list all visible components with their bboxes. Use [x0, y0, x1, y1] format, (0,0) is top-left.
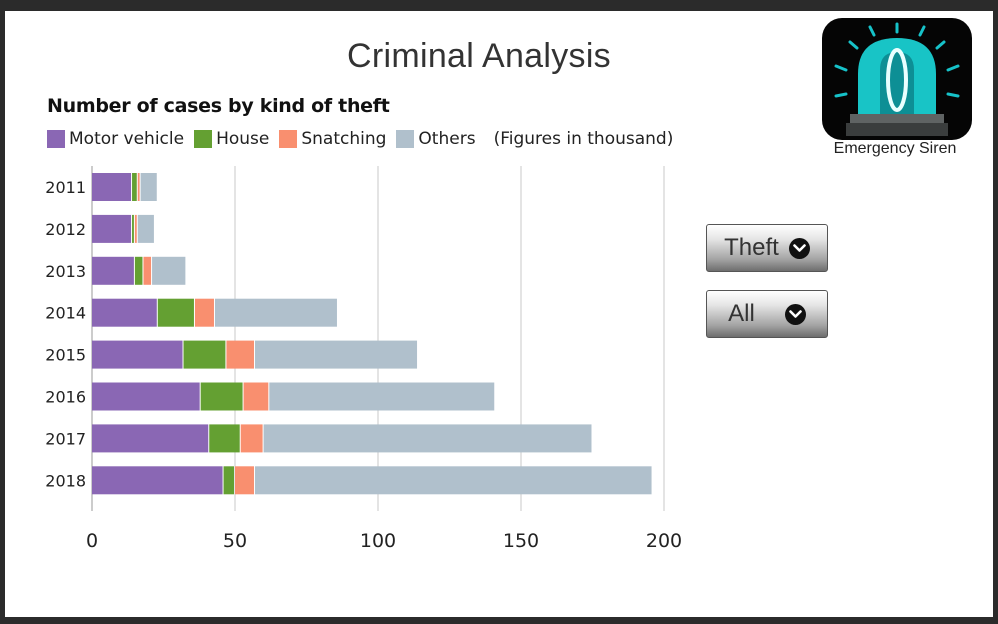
bar-segment — [194, 298, 214, 327]
bar-segment — [255, 340, 418, 369]
bar-segment — [92, 256, 134, 285]
legend-label: House — [216, 129, 270, 149]
bar-segment — [226, 340, 255, 369]
bar-segment — [92, 340, 183, 369]
emergency-siren-icon[interactable] — [822, 18, 972, 140]
legend-swatch — [47, 130, 65, 148]
x-tick-label: 200 — [646, 530, 682, 552]
bar-segment — [200, 382, 243, 411]
category-label: 2016 — [45, 388, 86, 407]
dropdown-value: Theft — [724, 234, 779, 261]
legend-item-motor-vehicle: Motor vehicle — [47, 129, 184, 149]
legend-item-house: House — [194, 129, 269, 149]
bar-segment — [240, 424, 263, 453]
bar-segment — [183, 340, 226, 369]
bar-segment — [269, 382, 495, 411]
category-label: 2011 — [45, 178, 86, 197]
bar-segment — [134, 256, 143, 285]
dropdown-value: All — [728, 300, 755, 327]
legend-item-others: Others — [396, 129, 476, 149]
bar-segment — [137, 214, 154, 243]
x-tick-label: 0 — [86, 530, 98, 552]
bar-segment — [134, 214, 137, 243]
bar-segment — [132, 214, 134, 243]
category-dropdown[interactable]: Theft — [706, 224, 828, 272]
bar-segment — [243, 382, 269, 411]
legend-label: Snatching — [301, 129, 387, 149]
chart-title: Number of cases by kind of theft — [47, 95, 390, 117]
bar-segment — [92, 466, 223, 495]
legend-swatch — [396, 130, 415, 148]
bar-segment — [92, 173, 132, 201]
category-label: 2018 — [45, 471, 86, 490]
bar-segment — [157, 298, 194, 327]
category-label: 2014 — [45, 304, 86, 323]
bar-segment — [152, 256, 186, 285]
x-tick-label: 100 — [360, 530, 396, 552]
legend-swatch — [194, 130, 213, 148]
bar-segment — [92, 382, 200, 411]
legend-swatch — [279, 130, 298, 148]
bar-segment — [235, 466, 255, 495]
units-note: (Figures in thousand) — [493, 129, 674, 149]
bar-segment — [92, 424, 209, 453]
chevron-down-icon — [788, 237, 810, 259]
bar-segment — [263, 424, 592, 453]
category-label: 2017 — [45, 429, 86, 448]
bar-segment — [223, 466, 234, 495]
category-label: 2012 — [45, 220, 86, 239]
bar-segment — [92, 298, 157, 327]
bar-segment — [92, 214, 132, 243]
app-window: Criminal Analysis Number of cases by kin… — [5, 11, 993, 617]
bar-segment — [140, 173, 157, 201]
bar-segment — [137, 173, 140, 201]
category-label: 2015 — [45, 346, 86, 365]
legend-item-snatching: Snatching — [279, 129, 386, 149]
legend-label: Others — [418, 129, 476, 149]
bar-segment — [132, 173, 137, 201]
bar-segment — [209, 424, 240, 453]
bar-segment — [214, 298, 337, 327]
scope-dropdown[interactable]: All — [706, 290, 828, 338]
category-label: 2013 — [45, 262, 86, 281]
chart-legend: Motor vehicle House Snatching Others (Fi… — [47, 127, 673, 151]
x-tick-label: 50 — [223, 530, 247, 552]
legend-label: Motor vehicle — [69, 129, 185, 149]
bar-segment — [255, 466, 652, 495]
x-tick-label: 150 — [503, 530, 539, 552]
bar-segment — [143, 256, 152, 285]
page-title: Criminal Analysis — [347, 37, 611, 75]
siren-label: Emergency Siren — [833, 140, 957, 157]
chevron-down-icon — [784, 303, 806, 325]
stacked-bar-chart: 0 50 100 150 200 2011 2012 2013 2014 2015 2016 2017… — [45, 166, 682, 552]
